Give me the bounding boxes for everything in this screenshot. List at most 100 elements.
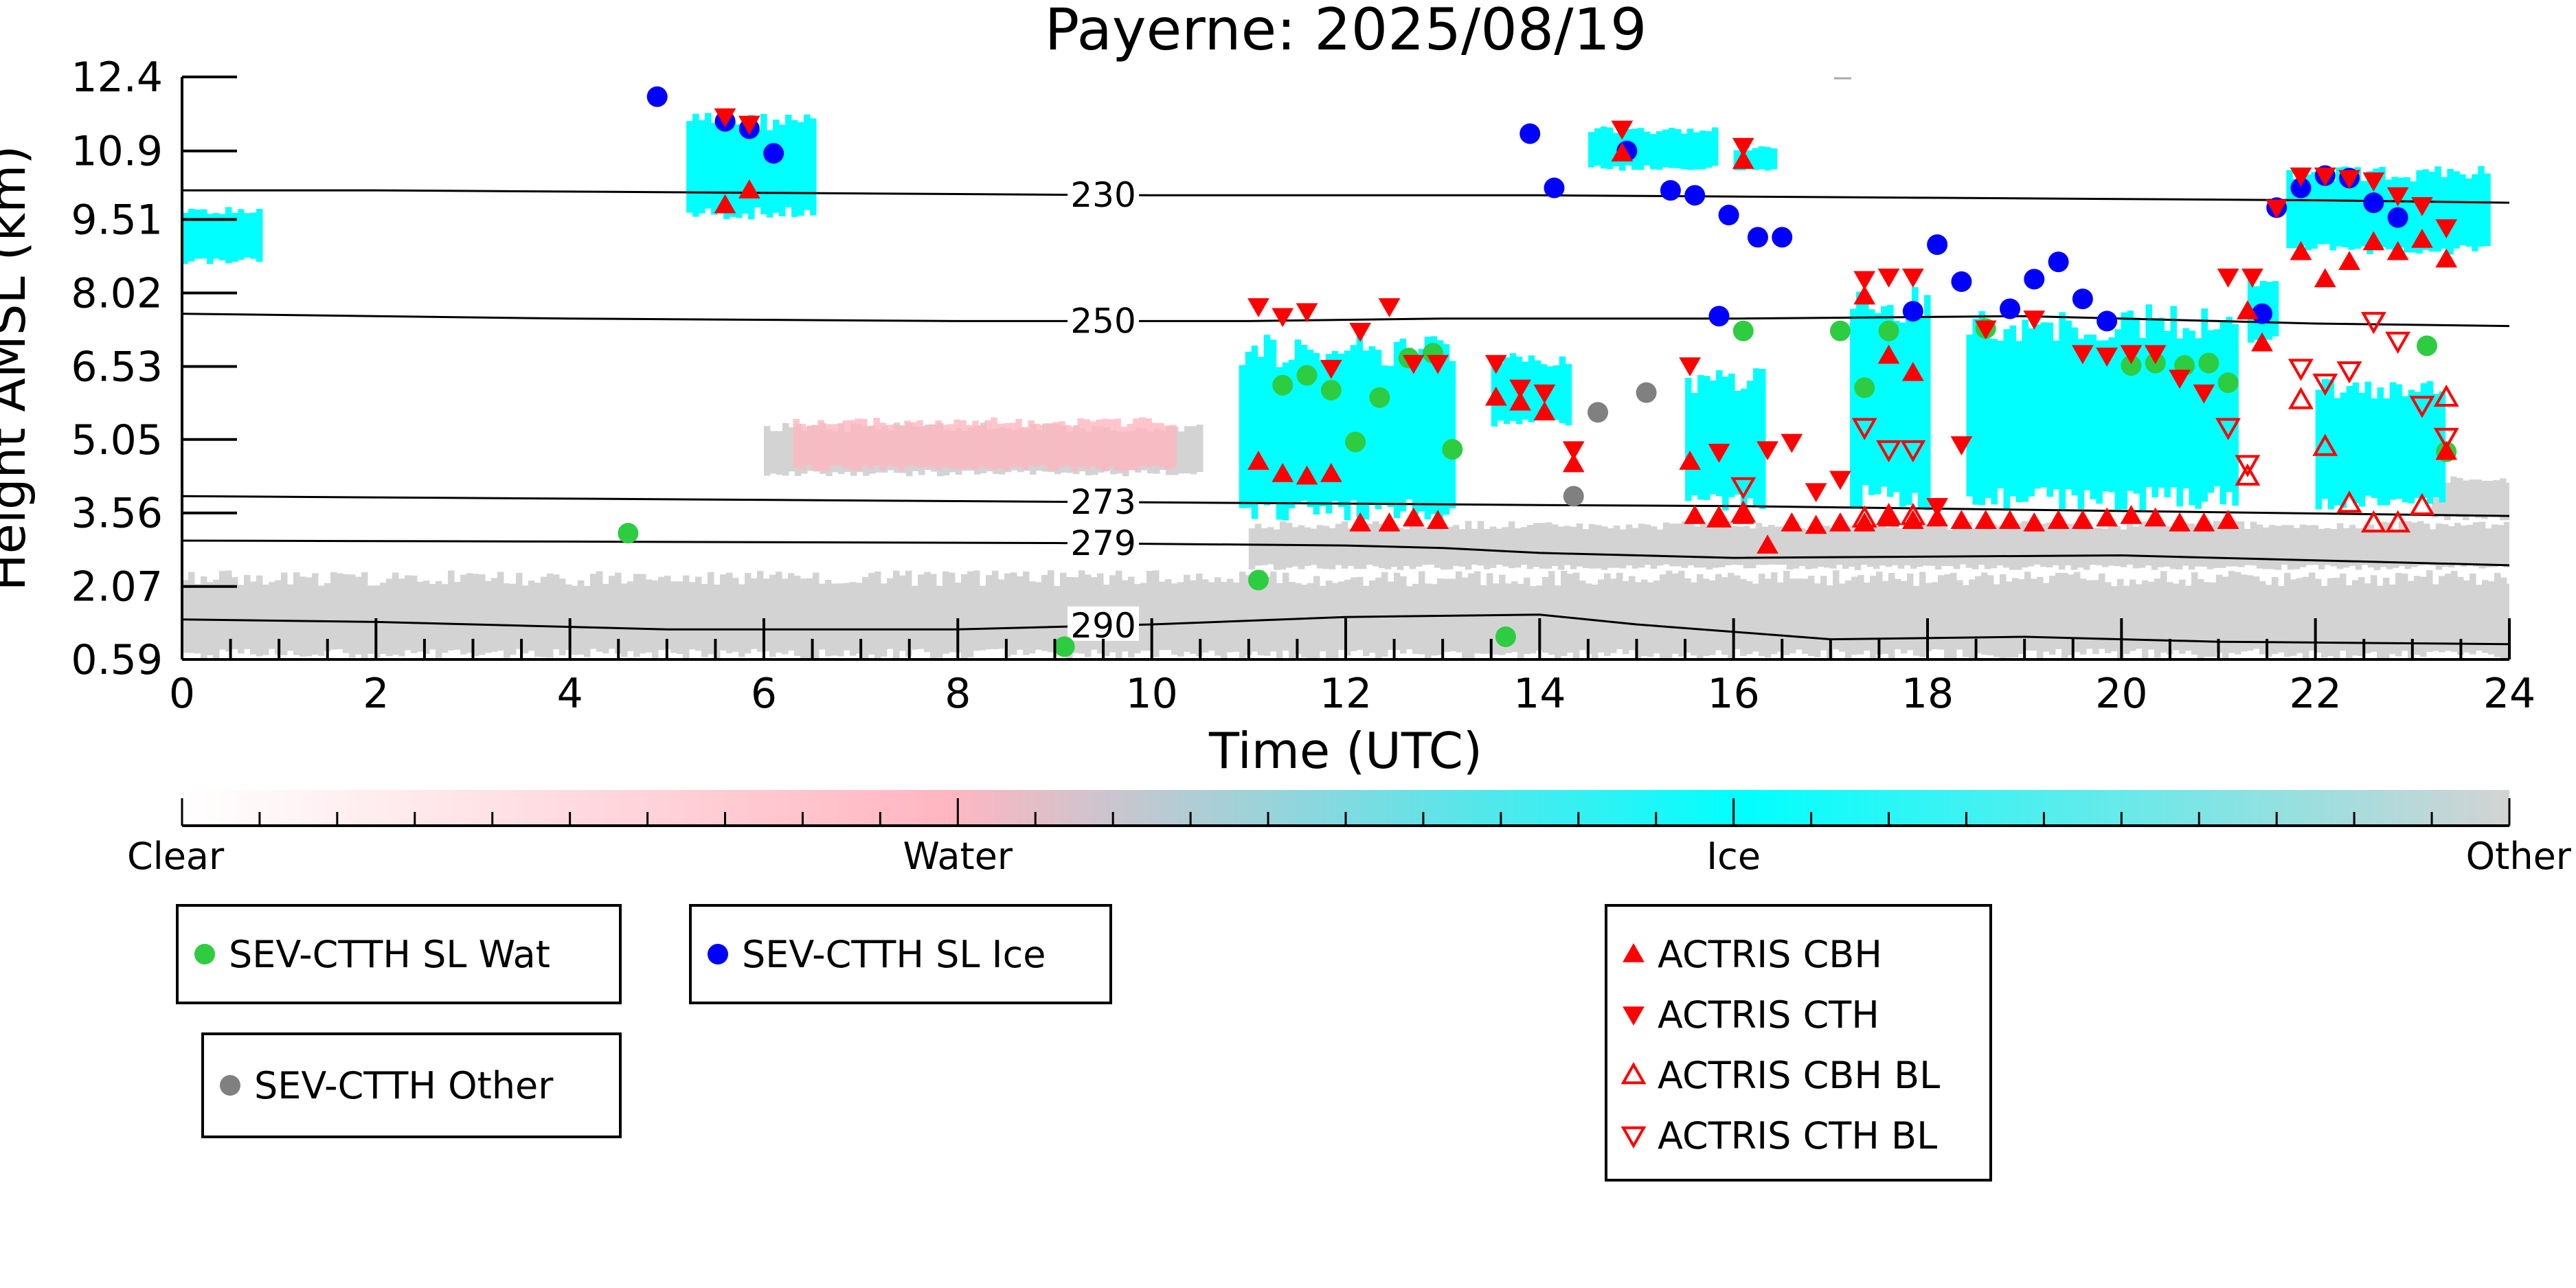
- cloud-column: [1489, 526, 1497, 568]
- cloud-column: [182, 580, 189, 653]
- cloud-column: [1606, 127, 1614, 170]
- cloud-column: [941, 425, 948, 467]
- cloud-column: [1691, 393, 1698, 495]
- cloud-column: [769, 574, 776, 657]
- cloud-column: [386, 578, 393, 657]
- cloud-column: [1619, 529, 1627, 569]
- data-point: [1747, 227, 1768, 248]
- cloud-column: [497, 572, 504, 651]
- data-point: [2360, 312, 2386, 335]
- cloud-column: [510, 583, 517, 655]
- cloud-column: [231, 577, 238, 650]
- series-sev-ctth-other: [1563, 382, 1657, 507]
- data-point: [1829, 512, 1851, 532]
- cloud-column: [1981, 572, 1988, 655]
- cloud-column: [912, 585, 918, 650]
- cloud-column: [1405, 348, 1413, 499]
- cloud-column: [355, 576, 362, 655]
- cloud-column: [2157, 525, 2165, 567]
- cloud-column: [1288, 359, 1296, 508]
- cloud-column: [213, 213, 220, 259]
- cloud-column: [1703, 578, 1710, 657]
- cloud-column: [411, 575, 418, 653]
- data-point: [1878, 320, 1899, 341]
- cloud-column: [1644, 524, 1651, 565]
- cloud-column: [1814, 583, 1821, 657]
- cloud-region-ice: [1239, 335, 1456, 521]
- cloud-column: [805, 426, 812, 466]
- cloud-column: [986, 575, 993, 650]
- cloud-column: [2371, 398, 2378, 498]
- cloud-column: [541, 576, 547, 657]
- cloud-column: [473, 574, 479, 657]
- cloud-column: [1214, 577, 1221, 656]
- cloud-column: [2101, 528, 2109, 567]
- cloud-column: [1997, 341, 2004, 488]
- cloud-region-ice: [1588, 126, 1719, 171]
- cloud-column: [1431, 584, 1438, 656]
- cloud-column: [1745, 150, 1753, 169]
- cloud-column: [2451, 571, 2458, 653]
- data-point: [714, 108, 736, 128]
- cloud-column: [782, 422, 789, 476]
- legend-entry: ACTRIS CBH BL: [1658, 1054, 1940, 1097]
- cloud-column: [188, 572, 195, 653]
- cloud-column: [2398, 521, 2406, 566]
- cloud-column: [806, 578, 813, 659]
- cloud-column: [2360, 181, 2367, 247]
- cloud-column: [627, 581, 634, 651]
- cloud-column: [1746, 581, 1753, 655]
- cloud-column: [973, 570, 980, 651]
- cloud-column: [2191, 572, 2198, 655]
- cloud-region-ice: [182, 207, 263, 264]
- cloud-column: [2074, 572, 2081, 653]
- cloud-column: [1691, 582, 1697, 656]
- cloud-column: [1656, 529, 1664, 566]
- cloud-column: [800, 578, 807, 659]
- cloud-column: [2330, 529, 2338, 567]
- cloud-column: [300, 576, 306, 657]
- cloud-column: [2298, 167, 2305, 246]
- cloud-column: [1839, 583, 1846, 652]
- cloud-column: [2420, 383, 2428, 498]
- cloud-column: [1555, 585, 1561, 659]
- cloud-column: [2132, 526, 2140, 569]
- cloud-column: [1419, 571, 1425, 655]
- cloud-column: [2040, 523, 2047, 567]
- cloud-column: [1724, 521, 1732, 565]
- data-point: [714, 194, 736, 214]
- cloud-column: [1184, 574, 1190, 652]
- cloud-column: [1950, 572, 1957, 659]
- contour-label: 279: [1070, 523, 1136, 563]
- cloud-column: [1711, 127, 1719, 166]
- cloud-column: [2432, 584, 2439, 651]
- cloud-column: [991, 417, 997, 470]
- data-point: [2290, 167, 2312, 187]
- cloud-column: [1035, 582, 1042, 650]
- cloud-column: [1245, 575, 1252, 655]
- cloud-column: [2466, 524, 2474, 565]
- cloud-column: [1718, 525, 1726, 567]
- cloud-column: [1774, 526, 1781, 565]
- data-point: [1876, 440, 1901, 463]
- cloud-column: [1686, 128, 1694, 170]
- cloud-column: [1400, 576, 1407, 654]
- cloud-column: [2361, 528, 2369, 565]
- data-point: [2411, 196, 2433, 216]
- cloud-column: [2336, 523, 2344, 569]
- cloud-column: [1545, 522, 1552, 569]
- cloud-column: [380, 583, 387, 655]
- contour-label-bg: [1067, 606, 1140, 641]
- cloud-column: [980, 585, 986, 651]
- data-point: [1708, 306, 1730, 327]
- x-tick-label: 4: [557, 670, 583, 718]
- cloud-column: [2371, 575, 2377, 652]
- data-point: [1829, 471, 1851, 490]
- cloud-column: [1503, 357, 1511, 424]
- cloud-column: [1868, 309, 1875, 495]
- cloud-column: [1449, 361, 1456, 509]
- cloud-column: [1956, 580, 1963, 650]
- cloud-column: [1029, 581, 1036, 654]
- cloud-column: [1798, 528, 1806, 567]
- cloud-column: [2241, 574, 2248, 652]
